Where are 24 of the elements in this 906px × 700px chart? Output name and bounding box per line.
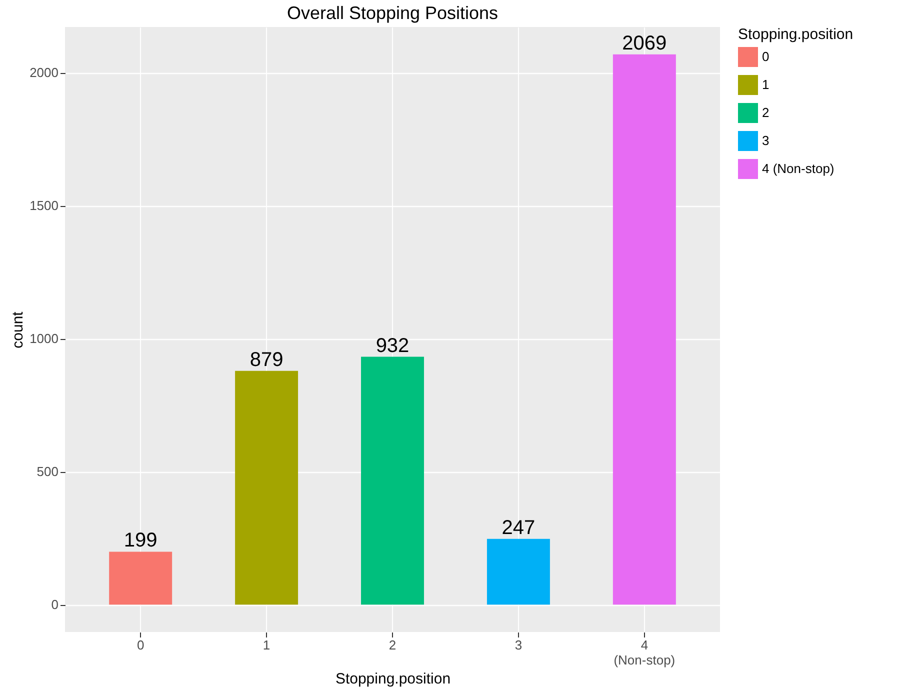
y-tick-label: 0 xyxy=(51,597,58,612)
x-tick-label: 3 xyxy=(514,638,522,652)
y-tick-label: 500 xyxy=(36,464,58,480)
legend-label: 0 xyxy=(762,49,770,64)
data-label: 199 xyxy=(124,530,158,552)
legend-label: 4 (Non-stop) xyxy=(762,161,834,176)
y-tick-label: 2000 xyxy=(30,65,58,80)
x-tick-label: 2 xyxy=(388,638,396,652)
x-tick-label: 4 (Non-stop) xyxy=(614,638,676,668)
chart-title: Overall Stopping Positions xyxy=(286,3,498,23)
x-axis-title: Stopping.position xyxy=(335,670,451,688)
data-label: 879 xyxy=(250,348,284,371)
y-tick-label: 1000 xyxy=(30,331,58,346)
legend-label: 3 xyxy=(762,133,770,148)
y-tick-label: 1500 xyxy=(30,198,58,214)
legend-title: Stopping.position xyxy=(738,26,854,43)
x-tick-label: 0 xyxy=(136,638,144,652)
data-label: 247 xyxy=(502,516,536,539)
data-label: 2069 xyxy=(622,32,667,54)
x-tick-label: 1 xyxy=(262,638,270,652)
data-label: 932 xyxy=(376,334,410,357)
legend-label: 2 xyxy=(762,105,770,120)
legend-label: 1 xyxy=(762,77,770,92)
y-axis-title: count xyxy=(10,310,27,348)
